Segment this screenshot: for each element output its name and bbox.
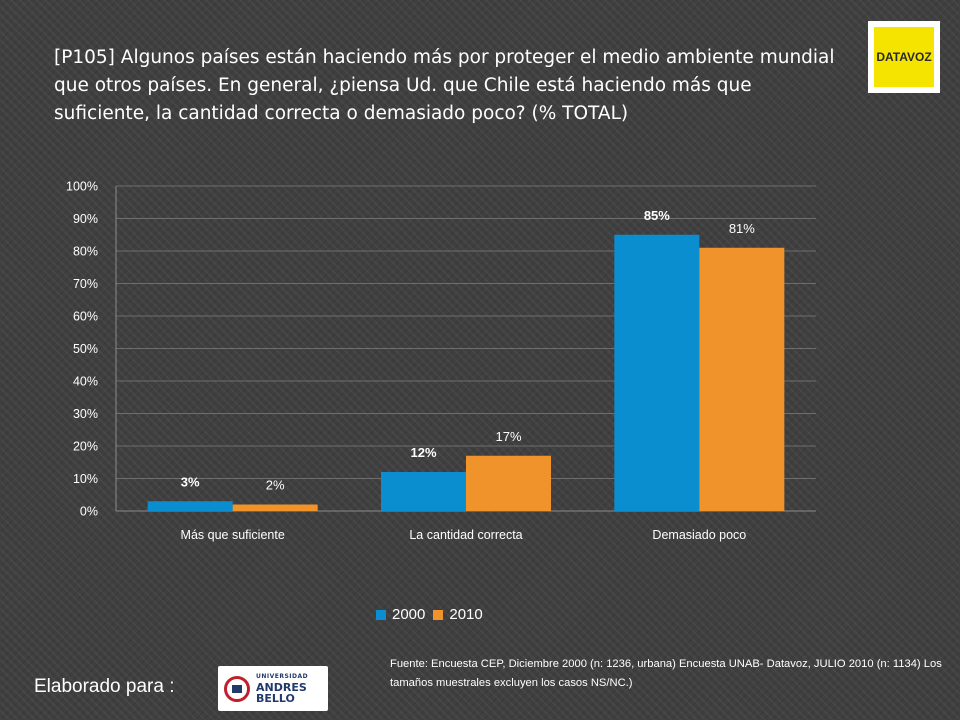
y-tick-label: 60% — [73, 310, 98, 324]
y-tick-label: 100% — [66, 180, 98, 194]
data-label-2000-3: 85% — [644, 208, 670, 223]
y-tick-label: 50% — [73, 342, 98, 356]
data-label-2010-2: 17% — [495, 429, 521, 444]
data-label-2000-2: 12% — [410, 445, 436, 460]
y-tick-label: 90% — [73, 212, 98, 226]
x-category-label: Más que suficiente — [181, 528, 285, 542]
bar-2000-2 — [381, 472, 466, 511]
data-label-2010-3: 81% — [729, 221, 755, 236]
legend-label-2010: 2010 — [449, 606, 483, 623]
bar-2010-2 — [466, 455, 551, 511]
unab-logo-small-text: UNIVERSIDAD — [256, 672, 309, 680]
data-label-2000-1: 3% — [181, 474, 200, 489]
bar-2000-1 — [147, 501, 233, 511]
datavoz-logo: DATAVOZ — [868, 21, 940, 93]
question-title: [P105] Algunos países están haciendo más… — [54, 47, 835, 124]
legend-item-2010: 2010 — [433, 606, 483, 623]
chart-legend: 2000 2010 — [376, 606, 491, 623]
y-tick-label: 20% — [73, 440, 98, 454]
source-note: Fuente: Encuesta CEP, Diciembre 2000 (n:… — [390, 658, 942, 689]
unab-logo-big-text: ANDRES BELLO — [256, 680, 307, 705]
y-tick-label: 0% — [80, 505, 98, 519]
bar-2010-1 — [232, 504, 318, 511]
data-label-2010-1: 2% — [266, 478, 285, 493]
y-tick-label: 40% — [73, 375, 98, 389]
x-category-label: La cantidad correcta — [409, 528, 522, 542]
bar-2000-3 — [614, 234, 700, 511]
legend-item-2000: 2000 — [376, 606, 425, 623]
y-tick-label: 10% — [73, 472, 98, 486]
legend-swatch-2010 — [433, 609, 444, 620]
y-tick-label: 30% — [73, 407, 98, 421]
legend-swatch-2000 — [376, 609, 386, 620]
unab-emblem-icon — [224, 675, 250, 702]
bar-2010-3 — [699, 247, 785, 511]
y-tick-label: 80% — [73, 245, 98, 259]
y-tick-label: 70% — [73, 277, 98, 291]
x-category-label: Demasiado poco — [652, 528, 746, 542]
elaborado-label: Elaborado para : — [34, 676, 175, 697]
datavoz-logo-text: DATAVOZ — [874, 27, 934, 87]
legend-label-2000: 2000 — [392, 606, 426, 623]
unab-logo: UNIVERSIDAD ANDRES BELLO — [218, 666, 328, 711]
